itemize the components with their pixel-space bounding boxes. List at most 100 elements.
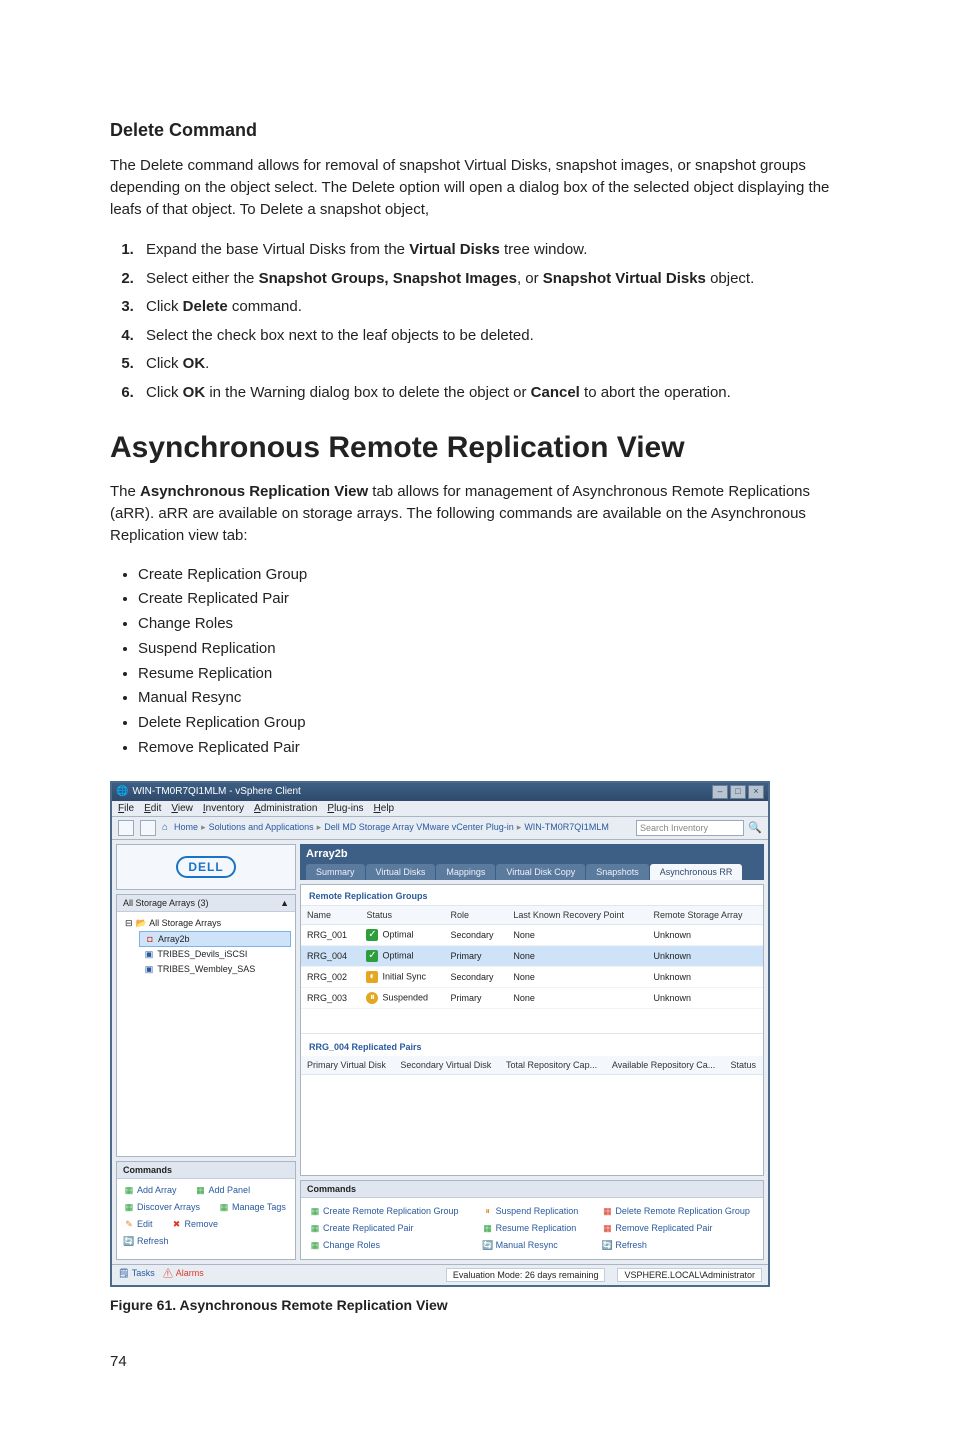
menu-item[interactable]: File — [118, 803, 134, 814]
tasks-link[interactable]: 🗒 Tasks — [118, 1268, 155, 1278]
array-icon: ▣ — [143, 949, 155, 960]
bullet-item: Create Replication Group — [138, 563, 854, 588]
column-header[interactable]: Total Repository Cap... — [500, 1056, 606, 1075]
bullet-item: Suspend Replication — [138, 637, 854, 662]
tabbar: Array2b SummaryVirtual DisksMappingsVirt… — [300, 844, 764, 880]
search-icon[interactable]: 🔍 — [748, 821, 762, 835]
maximize-button[interactable]: □ — [730, 785, 746, 799]
command-link[interactable]: ▦Change Roles — [309, 1240, 464, 1251]
pairs-table: Primary Virtual DiskSecondary Virtual Di… — [301, 1056, 763, 1075]
command-link[interactable]: ⏸Suspend Replication — [482, 1206, 584, 1217]
tab[interactable]: Virtual Disk Copy — [496, 864, 585, 880]
minimize-button[interactable]: – — [712, 785, 728, 799]
dell-logo: DELL — [176, 856, 235, 878]
alarms-link[interactable]: ⚠ Alarms — [162, 1268, 203, 1278]
tree-item[interactable]: ▣ TRIBES_Devils_iSCSI — [139, 947, 291, 962]
nav-back-button[interactable] — [118, 820, 134, 836]
command-link[interactable]: ▦Add Array — [123, 1185, 177, 1196]
home-icon[interactable]: ⌂ — [162, 822, 168, 833]
table-row[interactable]: RRG_004✓OptimalPrimaryNoneUnknown — [301, 945, 763, 966]
bullet-item: Create Replicated Pair — [138, 587, 854, 612]
breadcrumb-item[interactable]: WIN-TM0R7QI1MLM — [524, 822, 609, 832]
right-commands-panel: Commands ▦Create Remote Replication Grou… — [300, 1180, 764, 1260]
tab[interactable]: Mappings — [436, 864, 495, 880]
command-link[interactable]: ▦Discover Arrays — [123, 1202, 200, 1213]
tree-root[interactable]: ⊟ 📂 All Storage Arrays — [121, 916, 291, 931]
command-link[interactable]: ✖Remove — [171, 1219, 219, 1230]
tree-item[interactable]: ▣ TRIBES_Wembley_SAS — [139, 962, 291, 977]
menu-item[interactable]: View — [171, 803, 193, 814]
column-header[interactable]: Available Repository Ca... — [606, 1056, 725, 1075]
tree-panel: All Storage Arrays (3) ▲ ⊟ 📂 All Storage… — [116, 894, 296, 1157]
array-icon: ◘ — [144, 934, 156, 944]
command-link[interactable]: 🔄Refresh — [601, 1240, 755, 1251]
column-header[interactable]: Status — [360, 906, 444, 925]
tab[interactable]: Snapshots — [586, 864, 649, 880]
figure-caption: Figure 61. Asynchronous Remote Replicati… — [110, 1297, 854, 1313]
breadcrumb-item[interactable]: Solutions and Applications — [209, 822, 314, 832]
column-header[interactable]: Primary Virtual Disk — [301, 1056, 394, 1075]
bullet-item: Resume Replication — [138, 662, 854, 687]
tree-item-array2b[interactable]: ◘ Array2b — [139, 931, 291, 947]
left-commands-panel: Commands ▦Add Array▦Add Panel▦Discover A… — [116, 1161, 296, 1260]
nav-toolbar: ⌂ Home▸Solutions and Applications▸Dell M… — [112, 817, 768, 840]
column-header[interactable]: Name — [301, 906, 360, 925]
bullet-item: Manual Resync — [138, 686, 854, 711]
tree-collapse-icon[interactable]: ▲ — [280, 898, 289, 908]
breadcrumb-item[interactable]: Dell MD Storage Array VMware vCenter Plu… — [324, 822, 514, 832]
groups-title: Remote Replication Groups — [301, 885, 763, 906]
async-bullets: Create Replication GroupCreate Replicate… — [110, 563, 854, 761]
logo-panel: DELL — [116, 844, 296, 890]
figure-61: 🌐 WIN-TM0R7QI1MLM - vSphere Client – □ ×… — [110, 781, 854, 1287]
step-item: Expand the base Virtual Disks from the V… — [138, 236, 854, 265]
tree-title: All Storage Arrays (3) — [123, 898, 209, 908]
step-item: Click OK. — [138, 350, 854, 379]
step-item: Select either the Snapshot Groups, Snaps… — [138, 265, 854, 294]
command-link[interactable]: ✎Edit — [123, 1219, 153, 1230]
delete-paragraph: The Delete command allows for removal of… — [110, 155, 854, 220]
column-header[interactable]: Role — [445, 906, 508, 925]
command-link[interactable]: 🔄Manual Resync — [482, 1240, 584, 1251]
menu-item[interactable]: Help — [374, 803, 395, 814]
bullet-item: Change Roles — [138, 612, 854, 637]
user-status: VSPHERE.LOCAL\Administrator — [617, 1268, 762, 1282]
tab[interactable]: Virtual Disks — [366, 864, 436, 880]
menu-item[interactable]: Inventory — [203, 803, 244, 814]
tab[interactable]: Summary — [306, 864, 365, 880]
nav-forward-button[interactable] — [140, 820, 156, 836]
close-button[interactable]: × — [748, 785, 764, 799]
breadcrumb[interactable]: Home▸Solutions and Applications▸Dell MD … — [174, 822, 609, 833]
tab[interactable]: Asynchronous RR — [650, 864, 743, 880]
table-row[interactable]: RRG_003⏸SuspendedPrimaryNoneUnknown — [301, 987, 763, 1008]
delete-heading: Delete Command — [110, 120, 854, 141]
column-header[interactable]: Remote Storage Array — [647, 906, 763, 925]
page-number: 74 — [110, 1353, 854, 1370]
array-title: Array2b — [306, 848, 758, 860]
command-link[interactable]: 🔄Refresh — [123, 1236, 169, 1247]
menu-item[interactable]: Edit — [144, 803, 161, 814]
column-header[interactable]: Status — [724, 1056, 763, 1075]
step-item: Click OK in the Warning dialog box to de… — [138, 379, 854, 408]
command-link[interactable]: ▦Create Replicated Pair — [309, 1223, 464, 1234]
menu-item[interactable]: Administration — [254, 803, 317, 814]
column-header[interactable]: Last Known Recovery Point — [507, 906, 647, 925]
table-row[interactable]: RRG_002◐Initial SyncSecondaryNoneUnknown — [301, 966, 763, 987]
menu-item[interactable]: Plug-ins — [327, 803, 363, 814]
command-link[interactable]: ▦Manage Tags — [218, 1202, 286, 1213]
vsphere-window: 🌐 WIN-TM0R7QI1MLM - vSphere Client – □ ×… — [110, 781, 770, 1287]
command-link[interactable]: ▦Delete Remote Replication Group — [601, 1206, 755, 1217]
command-link[interactable]: ▦Add Panel — [195, 1185, 251, 1196]
app-icon: 🌐 — [116, 786, 128, 797]
command-link[interactable]: ▦Remove Replicated Pair — [601, 1223, 755, 1234]
folder-icon: 📂 — [135, 918, 147, 929]
delete-steps: Expand the base Virtual Disks from the V… — [110, 236, 854, 407]
command-link[interactable]: ▦Resume Replication — [482, 1223, 584, 1234]
column-header[interactable]: Secondary Virtual Disk — [394, 1056, 500, 1075]
window-title: WIN-TM0R7QI1MLM - vSphere Client — [132, 786, 300, 797]
search-input[interactable] — [636, 820, 744, 836]
bullet-item: Delete Replication Group — [138, 711, 854, 736]
table-row[interactable]: RRG_001✓OptimalSecondaryNoneUnknown — [301, 924, 763, 945]
command-link[interactable]: ▦Create Remote Replication Group — [309, 1206, 464, 1217]
statusbar: 🗒 Tasks ⚠ Alarms Evaluation Mode: 26 day… — [112, 1264, 768, 1285]
breadcrumb-item[interactable]: Home — [174, 822, 198, 832]
